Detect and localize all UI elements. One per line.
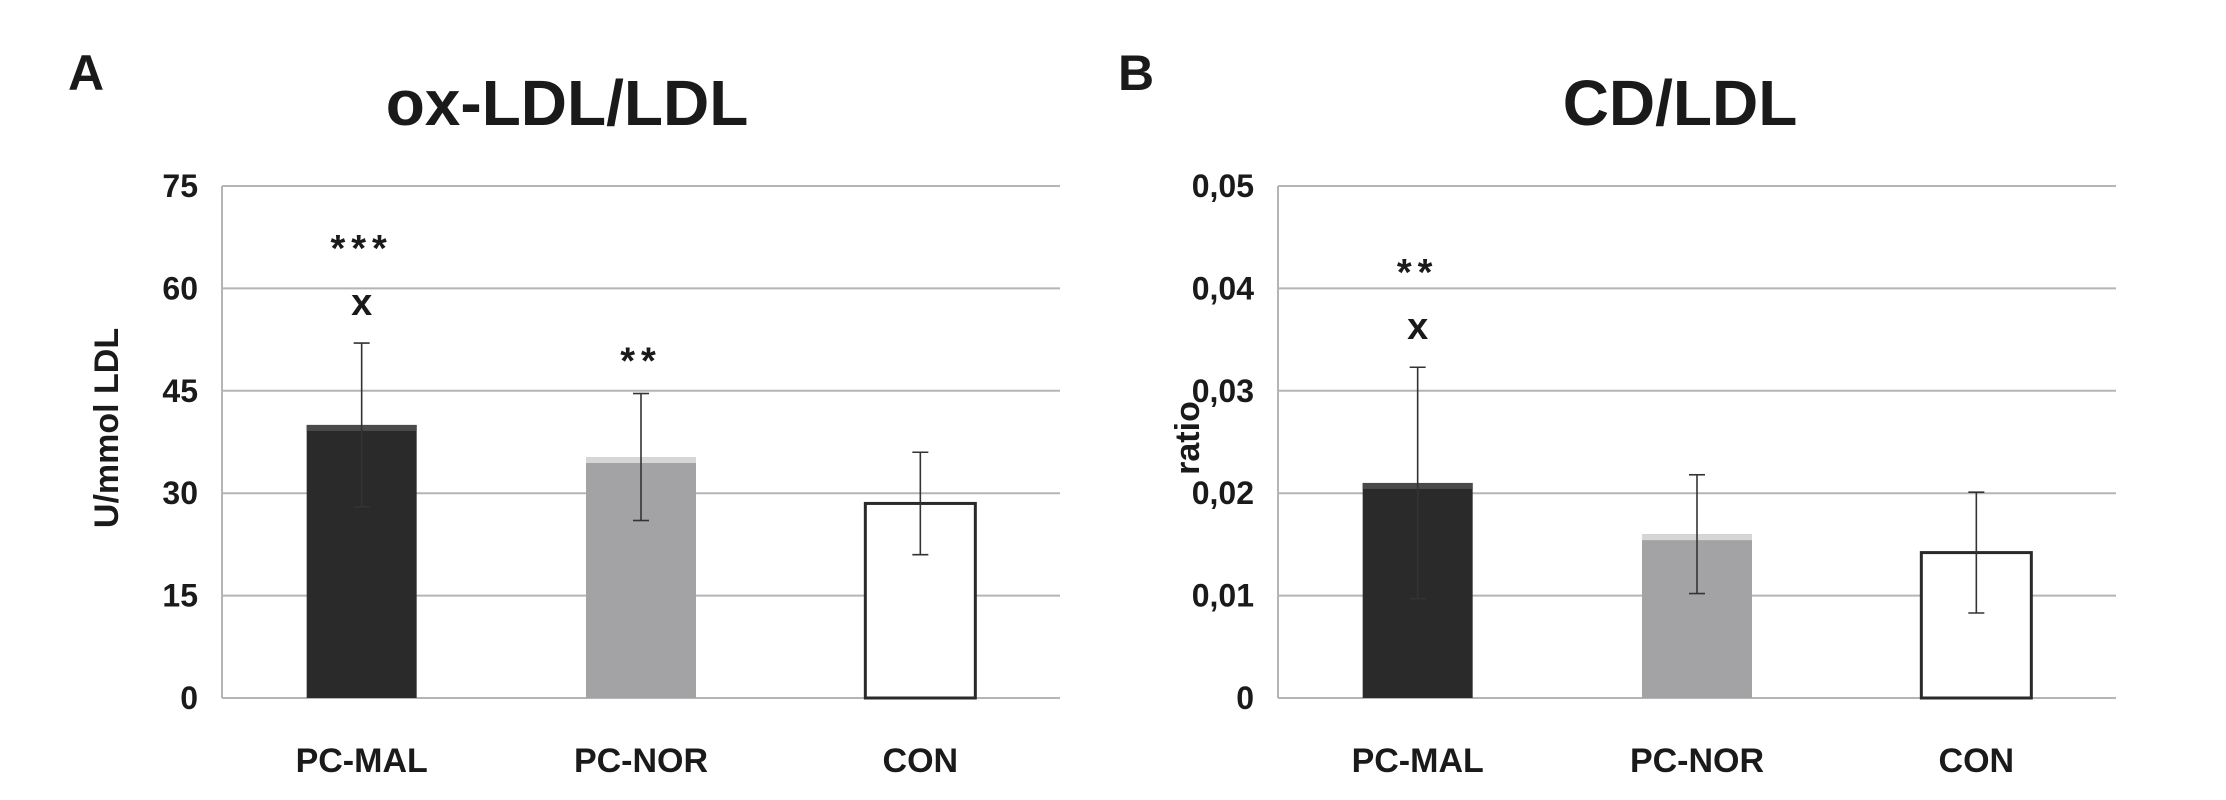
significance-stars: *** xyxy=(330,228,392,270)
error-bar xyxy=(1968,491,1985,614)
x-tick-label: CON xyxy=(1939,742,2015,780)
y-tick-label: 0,01 xyxy=(1192,578,1254,614)
y-tick-label: 0,05 xyxy=(1192,168,1254,204)
chart-title: ox-LDL/LDL xyxy=(386,67,749,139)
y-tick-label: 0,03 xyxy=(1192,373,1254,409)
annotation-marker: x xyxy=(351,282,372,324)
y-tick-label: 30 xyxy=(162,475,198,511)
y-tick-labels: 0 0,01 0,02 0,03 0,04 0,05 xyxy=(1192,168,1254,716)
significance-annotations: x ** xyxy=(1397,252,1439,348)
error-bars xyxy=(1409,366,1985,614)
error-bar xyxy=(1689,473,1705,595)
significance-annotations: x***** xyxy=(330,228,662,383)
error-bar xyxy=(633,392,649,522)
y-axis-label: U/mmol LDL xyxy=(88,328,126,528)
significance-stars: ** xyxy=(1397,252,1439,294)
error-bar xyxy=(912,451,929,556)
y-tick-labels: 0 15 30 45 60 75 xyxy=(162,168,198,716)
y-tick-label: 15 xyxy=(162,578,198,614)
chart-title: CD/LDL xyxy=(1563,67,1798,139)
y-tick-label: 75 xyxy=(162,168,198,204)
chart-b-svg: B CD/LDL ratio 0 0,01 0,02 0,03 0,04 0,05 x **… xyxy=(1118,45,2116,780)
x-tick-label: CON xyxy=(883,742,959,780)
panel-label: B xyxy=(1118,45,1154,101)
y-tick-label: 0,04 xyxy=(1192,270,1254,306)
significance-stars: ** xyxy=(620,341,662,383)
x-tick-label: PC-NOR xyxy=(574,742,708,780)
y-tick-label: 0,02 xyxy=(1192,475,1254,511)
annotation-marker: x xyxy=(1407,306,1428,348)
x-tick-label: PC-MAL xyxy=(1352,742,1484,780)
error-bar xyxy=(1409,366,1426,600)
y-tick-label: 60 xyxy=(162,270,198,306)
panel-label: A xyxy=(68,45,104,101)
chart-panel-b: B CD/LDL ratio 0 0,01 0,02 0,03 0,04 0,05 x **… xyxy=(1113,0,2226,800)
error-bar xyxy=(353,342,370,508)
x-tick-labels: PC-MAL PC-NOR CON xyxy=(1352,742,2015,780)
x-tick-label: PC-NOR xyxy=(1630,742,1764,780)
x-tick-labels: PC-MAL PC-NOR CON xyxy=(296,742,959,780)
y-tick-label: 45 xyxy=(162,373,198,409)
x-tick-label: PC-MAL xyxy=(296,742,428,780)
y-axis-label: ratio xyxy=(1169,401,1207,475)
y-tick-label: 0 xyxy=(180,680,198,716)
chart-panel-a: A ox-LDL/LDL U/mmol LDL 0 15 30 45 60 75 x ***… xyxy=(68,45,1060,780)
y-tick-label: 0 xyxy=(1236,680,1254,716)
error-bars xyxy=(353,342,929,556)
